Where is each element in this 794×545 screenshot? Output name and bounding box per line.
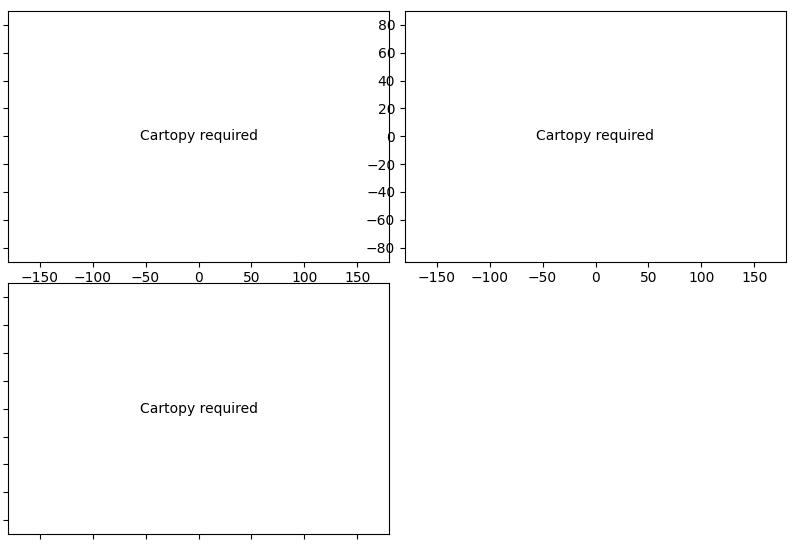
Text: Cartopy required: Cartopy required xyxy=(140,129,257,143)
Text: Cartopy required: Cartopy required xyxy=(537,129,654,143)
Text: Cartopy required: Cartopy required xyxy=(140,402,257,416)
